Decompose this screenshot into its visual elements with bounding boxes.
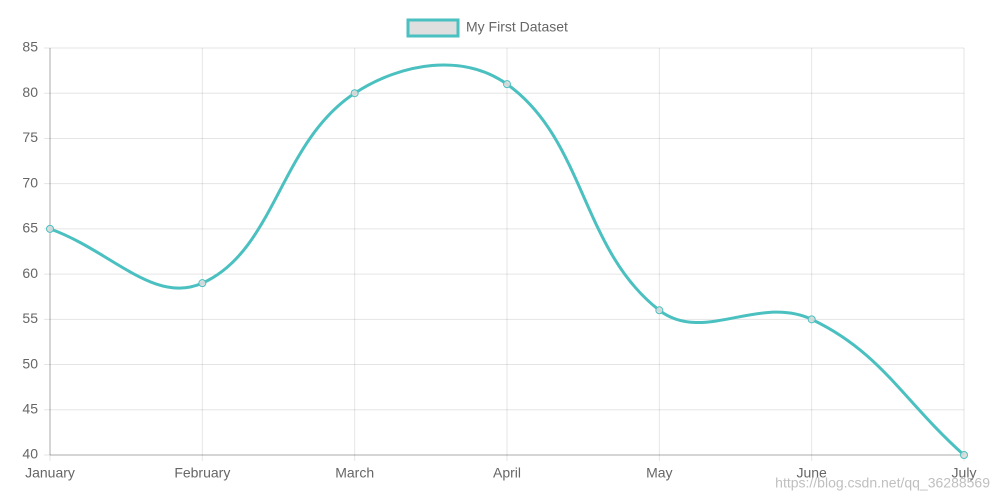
x-tick-label: February (174, 465, 230, 481)
x-tick-label: January (25, 465, 75, 481)
y-tick-label: 75 (22, 129, 38, 145)
y-tick-label: 40 (22, 446, 38, 462)
data-point (807, 315, 816, 324)
x-tick-label: June (796, 465, 827, 481)
data-point (960, 451, 968, 459)
y-tick-label: 85 (22, 39, 38, 55)
y-tick-label: 65 (22, 220, 38, 236)
data-point (46, 224, 54, 233)
y-tick-label: 70 (22, 174, 38, 190)
y-tick-label: 80 (22, 84, 38, 100)
x-tick-label: July (952, 465, 977, 481)
watermark: https://blog.csdn.net/qq_36288569 (775, 475, 990, 491)
y-tick-label: 50 (22, 355, 38, 371)
y-tick-label: 45 (22, 400, 38, 416)
x-tick-label: April (493, 465, 521, 481)
x-tick-label: May (646, 465, 672, 481)
legend-label: My First Dataset (466, 19, 568, 35)
y-tick-label: 60 (22, 265, 38, 281)
x-tick-label: March (335, 465, 374, 481)
legend-swatch (406, 18, 460, 38)
y-tick-label: 55 (22, 310, 38, 326)
data-point (655, 306, 664, 315)
data-point (198, 279, 207, 288)
data-point (503, 80, 511, 89)
data-point (350, 89, 359, 98)
